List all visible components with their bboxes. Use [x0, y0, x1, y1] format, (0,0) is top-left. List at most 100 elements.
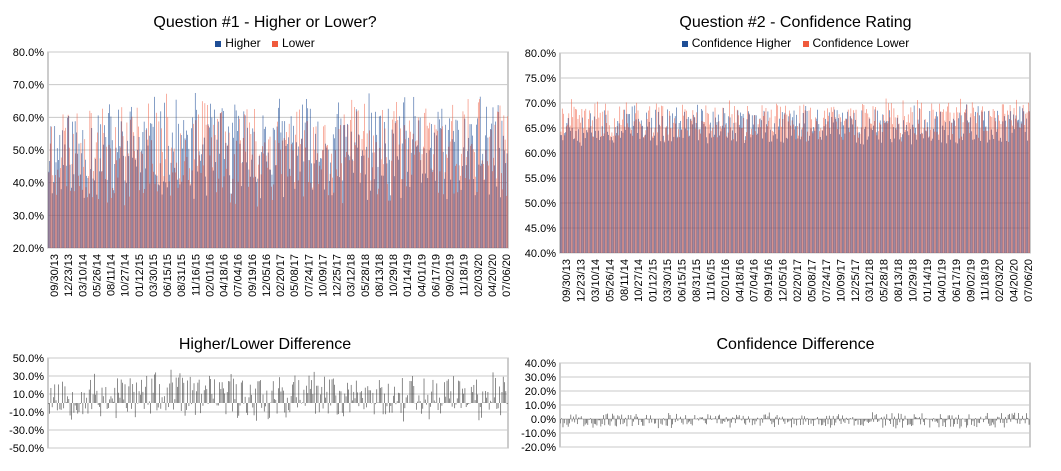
bar — [384, 121, 385, 248]
bar — [950, 419, 952, 427]
bar — [896, 129, 897, 253]
bar — [955, 417, 957, 419]
bar — [449, 118, 450, 248]
bar — [248, 397, 250, 403]
bar — [401, 143, 403, 248]
bar — [106, 146, 107, 248]
bar — [911, 419, 912, 427]
x-tick-label: 04/20/20 — [487, 254, 499, 297]
bar — [324, 189, 325, 248]
bar — [681, 129, 683, 253]
bar — [686, 419, 688, 425]
bar — [83, 392, 85, 403]
bar — [133, 135, 135, 248]
bar — [224, 393, 226, 403]
bar — [812, 133, 814, 253]
bar — [143, 192, 144, 248]
bar — [840, 117, 841, 253]
bar — [889, 110, 890, 253]
bar — [180, 133, 181, 248]
bar — [629, 113, 630, 253]
bar — [683, 115, 685, 253]
bar — [704, 122, 705, 254]
bar — [992, 419, 993, 423]
bar — [904, 116, 905, 253]
bar — [768, 120, 769, 253]
bar — [914, 133, 916, 253]
bar — [359, 392, 361, 403]
bar — [842, 139, 844, 253]
bar — [88, 193, 90, 248]
bar — [418, 395, 420, 403]
bar — [416, 403, 417, 410]
bar — [65, 127, 66, 248]
bar — [151, 123, 153, 248]
bar — [496, 403, 498, 409]
bar — [269, 403, 270, 418]
bar — [719, 135, 720, 253]
bar — [616, 126, 618, 253]
bar — [850, 108, 852, 253]
bar — [280, 391, 282, 403]
bar — [686, 118, 688, 254]
x-tick-label: 12/25/17 — [332, 254, 344, 297]
bar — [802, 112, 804, 253]
bar — [251, 159, 252, 248]
bar — [598, 117, 600, 253]
bar — [262, 146, 263, 248]
bar — [129, 378, 131, 403]
bar — [886, 414, 888, 419]
bar — [140, 172, 141, 248]
bar — [712, 111, 714, 253]
bar — [113, 190, 114, 248]
bar — [815, 117, 816, 254]
bar — [277, 121, 278, 248]
bar — [604, 419, 606, 426]
bar — [166, 93, 167, 248]
bar — [953, 112, 955, 253]
bar — [740, 128, 742, 253]
bar — [989, 419, 991, 426]
bar — [325, 397, 326, 403]
bar — [565, 126, 567, 253]
bar — [710, 122, 711, 254]
y-tick-label: 80.0% — [525, 48, 556, 60]
bar — [996, 419, 997, 421]
bar — [601, 126, 603, 253]
bar — [454, 165, 456, 248]
bar — [111, 197, 112, 248]
bar — [904, 415, 906, 419]
bar — [971, 131, 972, 253]
bar — [65, 402, 67, 403]
bar — [440, 128, 441, 248]
bar — [232, 122, 233, 248]
bar — [359, 135, 360, 248]
bar — [1014, 129, 1015, 253]
bar — [1028, 102, 1029, 253]
bar — [645, 130, 647, 253]
bar — [150, 403, 151, 414]
bar — [617, 121, 619, 253]
bar — [644, 134, 646, 253]
bar — [412, 376, 413, 403]
bar — [428, 128, 429, 248]
bar — [902, 419, 903, 428]
bar — [147, 145, 149, 248]
y-tick-label: 70.0% — [13, 80, 44, 92]
bar — [970, 113, 972, 253]
bar — [394, 386, 395, 403]
bar — [301, 138, 302, 248]
x-tick-label: 01/12/15 — [134, 254, 146, 297]
bar — [290, 175, 291, 248]
bar — [761, 120, 762, 254]
bar — [996, 131, 997, 253]
bar — [848, 419, 850, 424]
bar — [136, 382, 137, 403]
bar — [228, 132, 230, 248]
bar — [990, 116, 991, 254]
bar — [458, 165, 460, 248]
x-tick-label: 08/11/14 — [619, 259, 631, 301]
bar — [355, 145, 356, 248]
bar — [993, 419, 995, 425]
bar — [778, 129, 780, 253]
